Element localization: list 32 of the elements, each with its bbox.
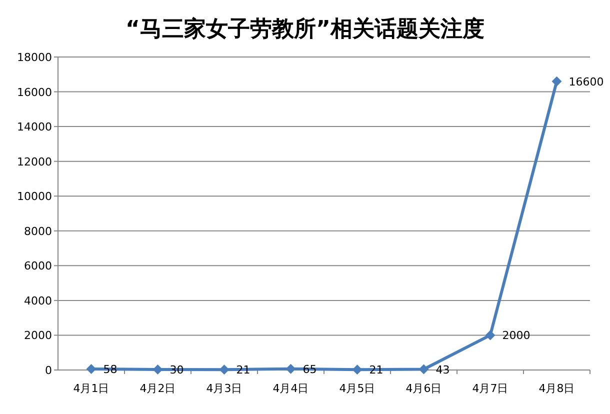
x-tick-label: 4月8日 (538, 382, 575, 395)
chart-title: “马三家女子劳教所”相关话题关注度 (126, 16, 484, 42)
x-tick-label: 4月6日 (406, 382, 442, 395)
point (552, 76, 562, 86)
x-tick-label: 4月5日 (339, 382, 376, 395)
y-tick-label: 14000 (17, 120, 52, 134)
data-label: 21 (236, 364, 250, 377)
point (219, 364, 230, 375)
y-tick-label: 18000 (17, 51, 52, 64)
y-tick-label: 8000 (24, 224, 52, 238)
x-tick-label: 4月3日 (206, 382, 242, 395)
y-tick-label: 16000 (17, 86, 52, 99)
data-label: 2000 (502, 329, 530, 342)
y-tick-label: 4000 (24, 294, 52, 308)
x-tick-label: 4月1日 (73, 382, 110, 395)
point (286, 364, 296, 374)
data-label: 43 (436, 363, 450, 376)
y-tick-label: 0 (45, 364, 52, 377)
x-tick-label: 4月7日 (472, 382, 508, 395)
data-label: 21 (369, 364, 384, 377)
point (86, 364, 96, 374)
y-tick-label: 2000 (24, 329, 52, 342)
x-tick-label: 4月4日 (272, 382, 309, 395)
point (418, 364, 429, 374)
y-tick-label: 6000 (24, 260, 52, 273)
x-tick-label: 4月2日 (140, 382, 176, 395)
point (485, 330, 496, 340)
data-label: 16600 (568, 75, 604, 88)
point (352, 364, 362, 375)
y-tick-label: 10000 (17, 190, 52, 204)
point (152, 364, 163, 374)
y-tick-label: 12000 (17, 155, 52, 168)
